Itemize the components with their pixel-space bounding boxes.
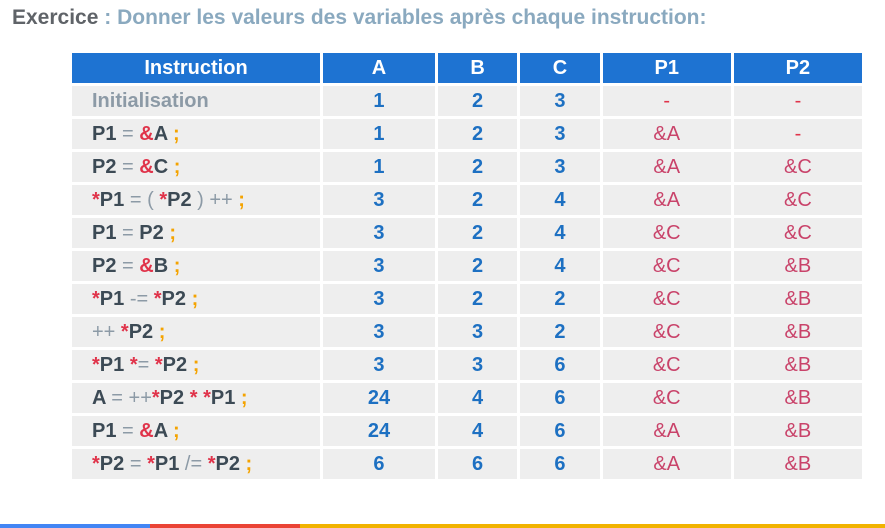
pointer-p2-cell: &C bbox=[733, 185, 862, 215]
table-row: *P1 = ( *P2 ) ++ ; 3 2 4 &A &C bbox=[72, 185, 862, 215]
value-a-cell: 3 bbox=[323, 185, 435, 215]
bottom-bar-red bbox=[150, 524, 300, 528]
title-label: Exercice bbox=[12, 6, 99, 29]
value-b-cell: 2 bbox=[437, 284, 518, 314]
page-title: Exercice : Donner les valeurs des variab… bbox=[12, 6, 706, 30]
table-row: P1 = &A ; 1 2 3 &A - bbox=[72, 119, 862, 149]
value-b-cell: 2 bbox=[437, 152, 518, 182]
instruction-cell: *P1 -= *P2 ; bbox=[72, 284, 320, 314]
value-c-cell: 6 bbox=[520, 383, 600, 413]
value-a-cell: 1 bbox=[323, 152, 435, 182]
value-b-cell: 2 bbox=[437, 251, 518, 281]
instruction-cell: ++ *P2 ; bbox=[72, 317, 320, 347]
value-a-cell: 3 bbox=[323, 350, 435, 380]
value-c-cell: 6 bbox=[520, 350, 600, 380]
pointer-p2-cell: - bbox=[733, 86, 862, 116]
header-p1: P1 bbox=[602, 53, 731, 83]
header-c: C bbox=[520, 53, 600, 83]
value-b-cell: 2 bbox=[437, 185, 518, 215]
value-b-cell: 2 bbox=[437, 218, 518, 248]
value-a-cell: 3 bbox=[323, 251, 435, 281]
value-c-cell: 3 bbox=[520, 86, 600, 116]
instruction-cell: Initialisation bbox=[72, 86, 320, 116]
variables-table: Instruction A B C P1 P2 Initialisation 1 2… bbox=[69, 50, 865, 482]
table-row: *P1 *= *P2 ; 3 3 6 &C &B bbox=[72, 350, 862, 380]
value-c-cell: 4 bbox=[520, 185, 600, 215]
value-c-cell: 2 bbox=[520, 317, 600, 347]
pointer-p1-cell: &A bbox=[602, 416, 731, 446]
instruction-cell: *P2 = *P1 /= *P2 ; bbox=[72, 449, 320, 479]
value-a-cell: 6 bbox=[323, 449, 435, 479]
value-b-cell: 3 bbox=[437, 350, 518, 380]
table-row: P2 = &C ; 1 2 3 &A &C bbox=[72, 152, 862, 182]
table-row: *P2 = *P1 /= *P2 ; 6 6 6 &A &B bbox=[72, 449, 862, 479]
pointer-p1-cell: &C bbox=[602, 383, 731, 413]
value-b-cell: 2 bbox=[437, 119, 518, 149]
header-instruction: Instruction bbox=[72, 53, 320, 83]
header-p2: P2 bbox=[733, 53, 862, 83]
table-row: P1 = P2 ; 3 2 4 &C &C bbox=[72, 218, 862, 248]
value-b-cell: 3 bbox=[437, 317, 518, 347]
pointer-p1-cell: &C bbox=[602, 284, 731, 314]
value-c-cell: 3 bbox=[520, 119, 600, 149]
table-row: *P1 -= *P2 ; 3 2 2 &C &B bbox=[72, 284, 862, 314]
bottom-bar-blue bbox=[0, 524, 150, 528]
instruction-cell: P1 = &A ; bbox=[72, 119, 320, 149]
table-row: P1 = &A ; 24 4 6 &A &B bbox=[72, 416, 862, 446]
instruction-cell: *P1 = ( *P2 ) ++ ; bbox=[72, 185, 320, 215]
header-a: A bbox=[323, 53, 435, 83]
title-text: : Donner les valeurs des variables après… bbox=[98, 6, 707, 29]
value-c-cell: 4 bbox=[520, 218, 600, 248]
pointer-p1-cell: &A bbox=[602, 119, 731, 149]
table-row: Initialisation 1 2 3- - bbox=[72, 86, 862, 116]
value-a-cell: 24 bbox=[323, 416, 435, 446]
pointer-p2-cell: &B bbox=[733, 350, 862, 380]
pointer-p2-cell: &B bbox=[733, 449, 862, 479]
header-row: Instruction A B C P1 P2 bbox=[72, 53, 862, 83]
header-b: B bbox=[437, 53, 518, 83]
instruction-cell: A = ++*P2 * *P1 ; bbox=[72, 383, 320, 413]
value-c-cell: 6 bbox=[520, 416, 600, 446]
pointer-p2-cell: &B bbox=[733, 284, 862, 314]
table-row: P2 = &B ; 3 2 4 &C &B bbox=[72, 251, 862, 281]
instruction-cell: P1 = P2 ; bbox=[72, 218, 320, 248]
bottom-accent-bar bbox=[0, 524, 885, 528]
value-b-cell: 6 bbox=[437, 449, 518, 479]
instruction-cell: *P1 *= *P2 ; bbox=[72, 350, 320, 380]
instruction-cell: P2 = &C ; bbox=[72, 152, 320, 182]
pointer-p1-cell: &C bbox=[602, 350, 731, 380]
instruction-cell: P2 = &B ; bbox=[72, 251, 320, 281]
pointer-p1-cell: &A bbox=[602, 152, 731, 182]
pointer-p2-cell: &C bbox=[733, 218, 862, 248]
value-b-cell: 4 bbox=[437, 416, 518, 446]
value-a-cell: 1 bbox=[323, 86, 435, 116]
pointer-p2-cell: &B bbox=[733, 416, 862, 446]
pointer-p1-cell: - bbox=[602, 86, 731, 116]
table-row: A = ++*P2 * *P1 ; 24 4 6 &C &B bbox=[72, 383, 862, 413]
pointer-p2-cell: &C bbox=[733, 152, 862, 182]
pointer-p1-cell: &C bbox=[602, 218, 731, 248]
value-c-cell: 6 bbox=[520, 449, 600, 479]
value-c-cell: 2 bbox=[520, 284, 600, 314]
pointer-p2-cell: &B bbox=[733, 251, 862, 281]
value-a-cell: 1 bbox=[323, 119, 435, 149]
pointer-p2-cell: &B bbox=[733, 317, 862, 347]
table-row: ++ *P2 ; 3 3 2 &C &B bbox=[72, 317, 862, 347]
pointer-p1-cell: &C bbox=[602, 317, 731, 347]
value-c-cell: 4 bbox=[520, 251, 600, 281]
pointer-p1-cell: &C bbox=[602, 251, 731, 281]
value-b-cell: 2 bbox=[437, 86, 518, 116]
pointer-p2-cell: - bbox=[733, 119, 862, 149]
pointer-p1-cell: &A bbox=[602, 449, 731, 479]
pointer-p1-cell: &A bbox=[602, 185, 731, 215]
value-b-cell: 4 bbox=[437, 383, 518, 413]
value-a-cell: 24 bbox=[323, 383, 435, 413]
value-a-cell: 3 bbox=[323, 284, 435, 314]
table-body: Initialisation 1 2 3- - P1 = &A ; 1 2 3 &A - P2 = &… bbox=[72, 86, 862, 479]
value-c-cell: 3 bbox=[520, 152, 600, 182]
pointer-p2-cell: &B bbox=[733, 383, 862, 413]
value-a-cell: 3 bbox=[323, 317, 435, 347]
instruction-cell: P1 = &A ; bbox=[72, 416, 320, 446]
value-a-cell: 3 bbox=[323, 218, 435, 248]
